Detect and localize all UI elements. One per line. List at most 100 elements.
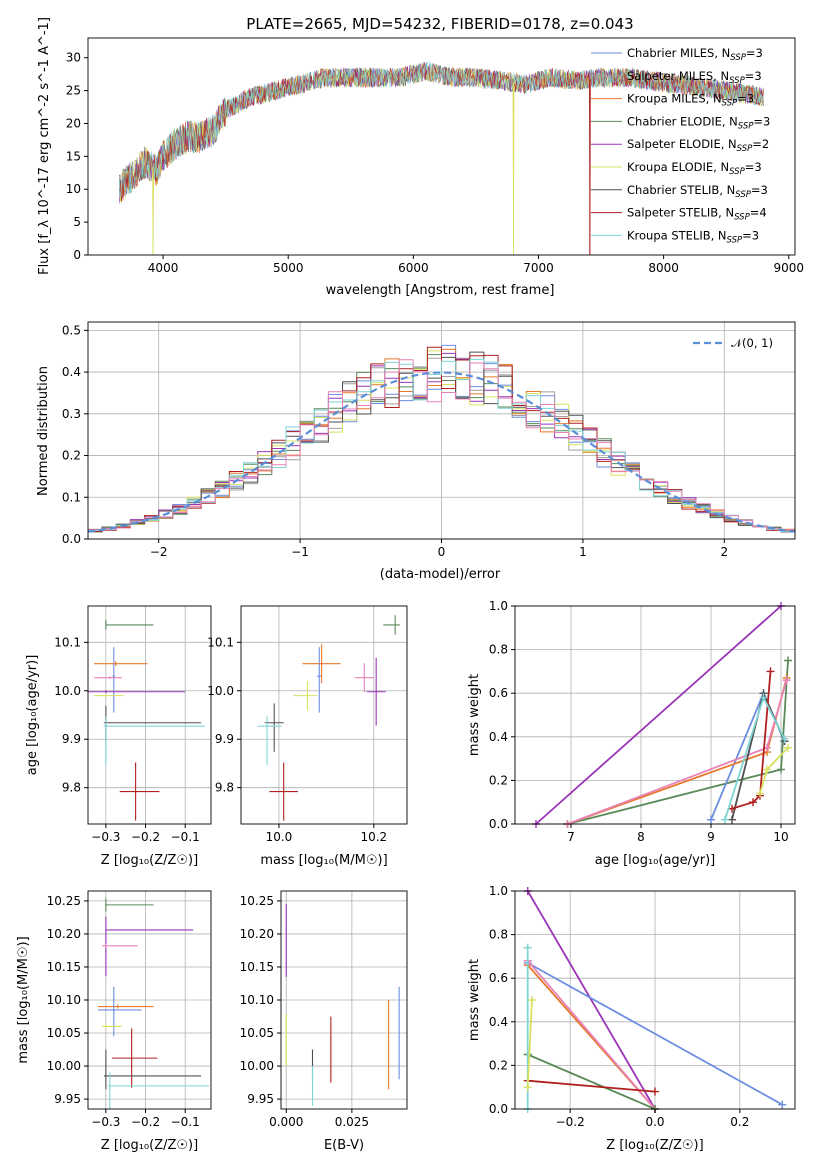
y-tick-label: 0.2 (489, 773, 508, 787)
legend-label: Salpeter MILES, NSSP=3 (627, 69, 762, 86)
legend-subscript: SSP (735, 190, 751, 200)
y-tick-label: 1.0 (489, 599, 508, 613)
y-tick-label: 0.4 (489, 1015, 508, 1029)
plot-area (523, 887, 787, 1113)
legend-subscript: SSP (734, 213, 750, 223)
y-tick-label: 15 (66, 149, 81, 163)
x-tick-label: −0.2 (556, 1115, 585, 1129)
x-tick-label: −0.2 (131, 830, 160, 844)
weight-line (527, 960, 656, 1110)
x-tick-label: 1 (579, 545, 587, 559)
y-tick-label: 9.95 (54, 1092, 81, 1106)
x-tick-label: 9000 (773, 261, 804, 275)
y-tick-label: 10.1 (54, 635, 81, 649)
x-axis-label: wavelength [Angstrom, rest frame] (326, 283, 555, 298)
weight-marker (651, 1087, 659, 1096)
axes-frame (240, 605, 408, 825)
x-tick-label: 2 (720, 545, 728, 559)
y-tick-label: 0 (73, 248, 81, 262)
y-tick-label: 10.10 (47, 993, 81, 1007)
x-axis-label: Z [log₁₀(Z/Z☉)] (606, 1138, 703, 1153)
y-tick-label: 1.0 (489, 884, 508, 898)
histogram-step (88, 358, 795, 534)
x-tick-label: 9 (707, 830, 715, 844)
y-tick-label: 0.5 (62, 323, 81, 337)
y-tick-label: 9.8 (62, 781, 81, 795)
y-axis-label: mass weight (467, 674, 482, 756)
y-axis-label: age [log₁₀(age/yr)] (25, 655, 40, 776)
x-axis-label: Z [log₁₀(Z/Z☉)] (101, 1138, 198, 1153)
y-tick-label: 10.15 (240, 960, 274, 974)
legend-suffix: =3 (753, 114, 770, 128)
x-tick-label: 6000 (398, 261, 429, 275)
spectrum-line (119, 61, 764, 198)
legend-label: Kroupa STELIB, NSSP=3 (627, 228, 759, 245)
weight-marker (721, 815, 729, 824)
x-tick-label: 7 (567, 830, 575, 844)
weight-marker (523, 1083, 532, 1092)
legend-label: 𝒩(0, 1) (731, 336, 773, 350)
x-axis-label: age [log₁₀(age/yr)] (595, 853, 716, 868)
legend-suffix: =3 (746, 46, 763, 60)
legend-label: Chabrier MILES, NSSP=3 (627, 46, 763, 63)
plot-area (257, 615, 400, 821)
axes-frame (514, 605, 796, 825)
y-tick-label: 10.00 (47, 1059, 81, 1073)
x-tick-label: 0.0 (645, 1115, 664, 1129)
panel-residuals: −2 −1 0 1 2 0.0 0.1 0.2 0.3 0.4 0.5 𝒩(0, 1) (data-mo… (36, 321, 796, 582)
y-tick-label: 10.25 (47, 894, 81, 908)
panel-weight_vs_Z: −0.2 0.0 0.2 0.0 0.2 0.4 0.6 0.8 1.0 Z [log₁₀(Z/Z… (467, 884, 796, 1153)
x-tick-label: −0.1 (171, 830, 200, 844)
legend-suffix: =3 (745, 69, 762, 83)
y-tick-label: 10.00 (240, 1059, 274, 1073)
weight-marker (749, 798, 757, 807)
weight-marker (782, 676, 791, 685)
weight-line (526, 999, 533, 1088)
x-tick-label: −2 (150, 545, 168, 559)
panel-mass_vs_Z: −0.3 −0.2 −0.1 9.95 10.00 10.05 10.10 10.15 10.2… (16, 890, 212, 1153)
weight-line (527, 1053, 656, 1110)
legend-suffix: =3 (745, 160, 762, 174)
y-tick-label: 0.4 (489, 730, 508, 744)
x-tick-label: 7000 (523, 261, 554, 275)
y-tick-label: 0.2 (489, 1058, 508, 1072)
panel-mass_vs_ebv: 0.000 0.025 9.95 10.00 10.05 10.10 10.15 10.20 1… (240, 890, 408, 1153)
x-axis-label: mass [log₁₀(M/M☉)] (260, 853, 387, 868)
legend-suffix: =4 (750, 206, 767, 220)
plot-area (88, 344, 795, 535)
y-tick-label: 0.6 (489, 971, 508, 985)
weight-line (526, 890, 656, 1110)
weight-marker (784, 656, 792, 665)
weight-line (527, 962, 783, 1106)
legend-subscript: SSP (727, 235, 743, 245)
legend-label: Salpeter ELODIE, NSSP=2 (627, 137, 769, 154)
weight-marker (527, 996, 536, 1004)
legend: Chabrier MILES, NSSP=3 Salpeter MILES, NS… (591, 46, 770, 245)
x-axis-label: Z [log₁₀(Z/Z☉)] (101, 853, 198, 868)
y-tick-label: 10.25 (240, 894, 274, 908)
legend-suffix: =3 (742, 228, 759, 242)
x-tick-label: 0.000 (269, 1115, 303, 1129)
x-axis-label: (data-model)/error (380, 567, 501, 582)
axes-frame (87, 890, 212, 1110)
plot-area (88, 620, 206, 821)
x-axis-label: E(B-V) (324, 1138, 364, 1153)
weight-line (535, 605, 782, 825)
weight-line (527, 1079, 656, 1093)
axes-frame (87, 605, 212, 825)
y-tick-label: 0.4 (62, 365, 81, 379)
weight-marker (523, 943, 532, 952)
legend-subscript: SSP (738, 121, 754, 131)
y-tick-label: 0.8 (489, 643, 508, 657)
histogram-step (88, 359, 795, 534)
normal-curve (88, 371, 795, 533)
y-tick-label: 5 (73, 215, 81, 229)
legend-subscript: SSP (737, 144, 753, 154)
y-tick-label: 0.0 (489, 1102, 508, 1116)
x-tick-label: 8000 (648, 261, 679, 275)
x-tick-label: −0.3 (91, 1115, 120, 1129)
legend-subscript: SSP (722, 99, 738, 109)
panel-weight_vs_age: 7 8 9 10 0.0 0.2 0.4 0.6 0.8 1.0 age [log₁₀(age/yr… (467, 599, 796, 868)
weight-marker (756, 789, 764, 798)
